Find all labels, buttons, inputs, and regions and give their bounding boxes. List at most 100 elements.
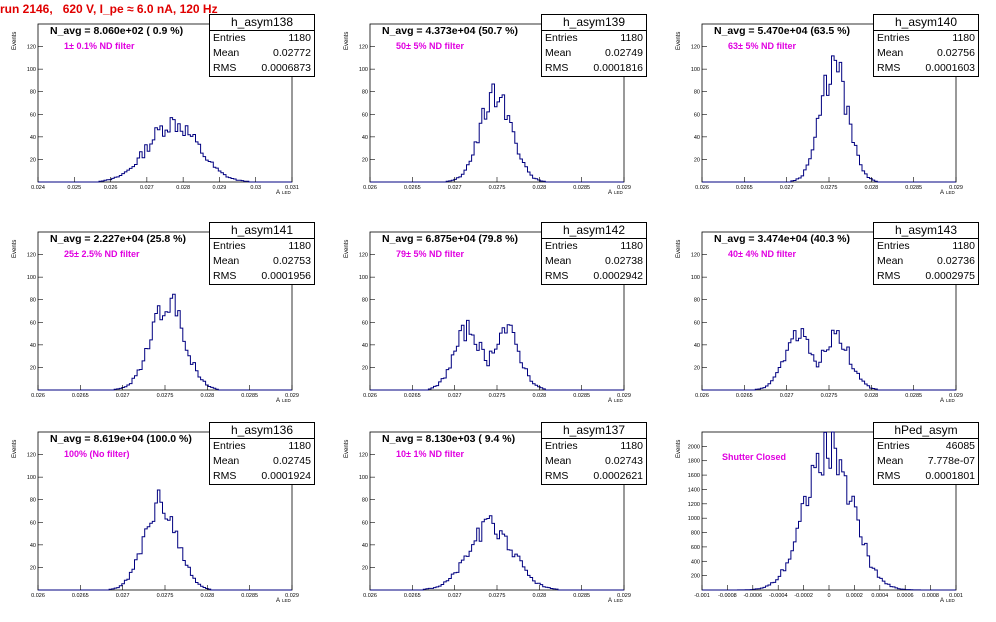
stats-rms-value: 0.0002621 [593,470,643,482]
stats-rms-label: RMS [213,62,237,74]
histogram-series [38,293,292,391]
x-tick-label: -0.0008 [718,593,737,599]
stats-mean-row: Mean 0.02736 [874,254,978,269]
x-tick-label: 0.0275 [821,393,838,399]
stats-entries-row: Entries 1180 [210,31,314,46]
x-tick-label: 0.024 [31,185,45,191]
x-axis-label: A LED [608,598,623,604]
filter-label: 1± 0.1% ND filter [64,41,135,51]
stats-mean-label: Mean [213,255,240,267]
stats-entries-label: Entries [545,240,578,252]
plot-frame [37,23,293,183]
y-tick-label: 20 [362,157,368,163]
x-axis-subscript: LED [614,398,623,403]
stats-rms-row: RMS 0.0002942 [542,269,646,284]
x-axis-symbol: A [940,598,945,604]
x-axis-subscript: LED [946,598,955,603]
stats-entries-value: 46085 [945,440,975,452]
x-axis-label: A LED [940,190,955,196]
stats-entries-row: Entries 1180 [874,31,978,46]
histogram-name: h_asym136 [210,423,314,439]
x-tick-label: 0.0265 [72,393,89,399]
x-tick-label: 0.0275 [157,393,174,399]
x-axis-subscript: LED [946,190,955,195]
x-tick-label: 0.0265 [736,185,753,191]
y-tick-label: 60 [30,112,36,118]
histogram-series [370,83,624,183]
stats-rms-row: RMS 0.0002621 [542,469,646,484]
y-axis-label: Events [12,239,18,258]
x-tick-label: 0.0006 [897,593,914,599]
stats-rms-value: 0.0002942 [593,270,643,282]
x-tick-label: 0.028 [532,393,546,399]
stats-entries-row: Entries 1180 [542,31,646,46]
x-tick-label: 0.0275 [157,593,174,599]
histogram-chart: 0.024 0.025 0.026 0.027 0.028 0.029 0.03 0.031 2… [27,23,299,191]
y-tick-label: 120 [691,45,700,51]
stats-entries-value: 1180 [288,240,311,252]
stats-mean-label: Mean [877,455,904,467]
stats-rms-label: RMS [877,62,901,74]
y-tick-label: 60 [30,320,36,326]
stats-rms-label: RMS [213,470,237,482]
stats-rms-label: RMS [545,270,569,282]
x-tick-label: 0.0265 [404,185,421,191]
x-axis-symbol: A [608,398,613,404]
histogram-pad: -0.001 -0.0008 -0.0006 -0.0004 -0.0002 0 0.000… [664,422,994,622]
x-tick-label: -0.0002 [794,593,813,599]
x-tick-label: 0.0285 [905,185,922,191]
y-tick-label: 1800 [688,459,700,465]
stats-rms-row: RMS 0.0001816 [542,61,646,76]
stats-entries-label: Entries [545,440,578,452]
stats-box: h_asym140 Entries 1180 Mean 0.02756 RMS 0.0001… [873,14,979,77]
x-axis-label: A LED [608,190,623,196]
histogram-name: hPed_asym [874,423,978,439]
y-tick-label: 40 [362,343,368,349]
x-axis-subscript: LED [614,190,623,195]
histogram-name: h_asym139 [542,15,646,31]
stats-mean-row: Mean 0.02772 [210,46,314,61]
histogram-pad: 0.026 0.0265 0.027 0.0275 0.028 0.0285 0.029 20… [0,222,330,422]
y-tick-label: 40 [694,135,700,141]
x-axis-label: A LED [940,398,955,404]
stats-rms-value: 0.0001801 [925,470,975,482]
stats-entries-label: Entries [213,240,246,252]
histogram-name: h_asym140 [874,15,978,31]
x-tick-label: 0.026 [695,185,709,191]
histogram-series [702,431,956,591]
x-tick-label: 0.0285 [905,393,922,399]
x-axis-symbol: A [940,190,945,196]
x-tick-label: 0.0265 [404,393,421,399]
stats-entries-row: Entries 1180 [542,239,646,254]
stats-entries-row: Entries 46085 [874,439,978,454]
stats-mean-value: 0.02753 [273,255,311,267]
histogram-chart: 0.026 0.0265 0.027 0.0275 0.028 0.0285 0.029 20… [27,231,299,399]
histogram-series [38,489,292,591]
stats-rms-row: RMS 0.0001801 [874,469,978,484]
stats-mean-value: 0.02756 [937,47,975,59]
x-tick-label: 0.027 [116,593,130,599]
histogram-pad: 0.024 0.025 0.026 0.027 0.028 0.029 0.03 0.031 2… [0,14,330,214]
x-tick-label: 0.026 [104,185,118,191]
x-tick-label: 0.0265 [72,593,89,599]
histogram-chart: 0.026 0.0265 0.027 0.0275 0.028 0.0285 0.029 20… [359,231,631,399]
stats-entries-label: Entries [545,32,578,44]
histogram-series [38,117,292,183]
filter-label: 50± 5% ND filter [396,41,464,51]
y-tick-label: 100 [27,275,36,281]
y-tick-label: 120 [27,45,36,51]
x-tick-label: 0.029 [285,593,299,599]
x-tick-label: 0.027 [448,185,462,191]
histogram-chart: 0.026 0.0265 0.027 0.0275 0.028 0.0285 0.029 20… [359,431,631,599]
stats-rms-row: RMS 0.0001924 [210,469,314,484]
y-tick-label: 20 [694,157,700,163]
stats-box: h_asym143 Entries 1180 Mean 0.02736 RMS 0.0002… [873,222,979,285]
y-tick-label: 100 [691,275,700,281]
stats-box: h_asym137 Entries 1180 Mean 0.02743 RMS 0.0002… [541,422,647,485]
x-axis-label: A LED [608,398,623,404]
filter-label: 100% (No filter) [64,449,130,459]
x-axis-subscript: LED [282,598,291,603]
y-tick-label: 800 [691,531,700,537]
x-tick-label: 0.027 [780,393,794,399]
stats-entries-row: Entries 1180 [210,439,314,454]
